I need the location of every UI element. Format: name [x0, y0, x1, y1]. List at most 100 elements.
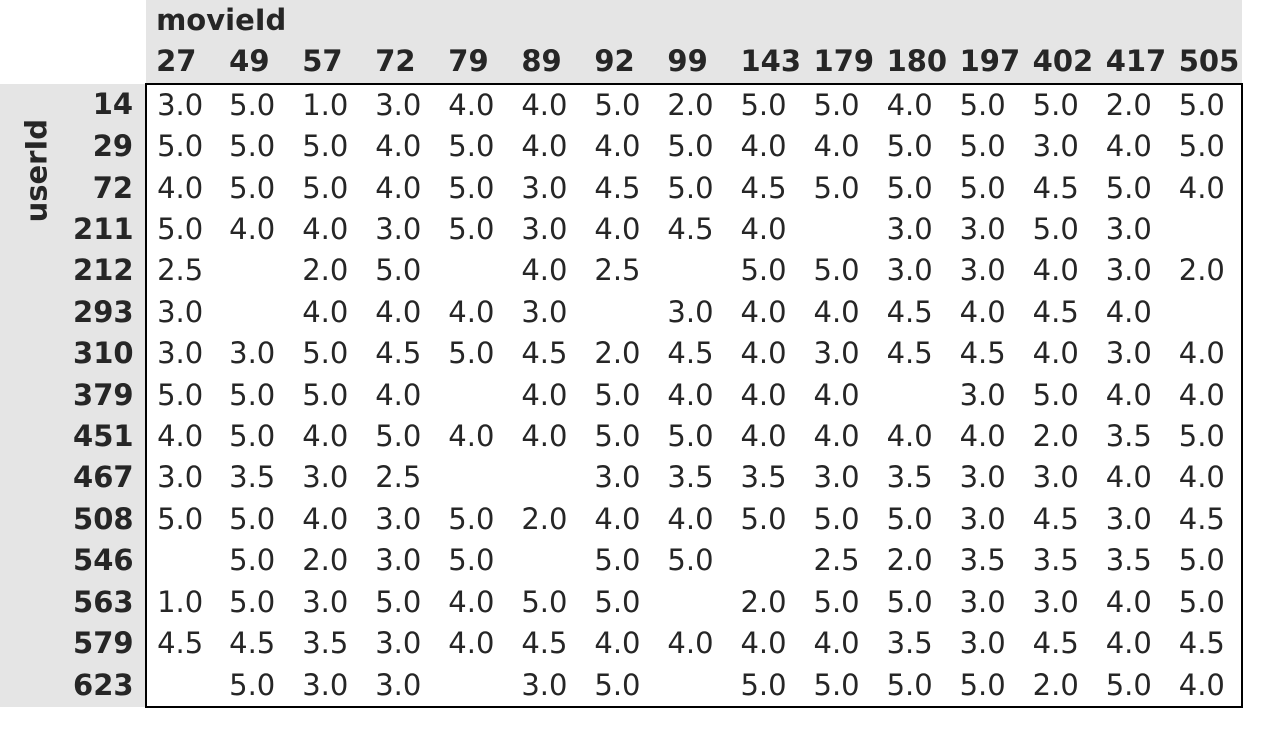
row-header[interactable]: 211 — [73, 209, 147, 251]
table-cell: 5.0 — [876, 126, 950, 168]
table-cell: 5.0 — [584, 374, 658, 417]
table-cell: 2.0 — [876, 540, 950, 582]
table-cell: 4.0 — [1095, 291, 1169, 334]
table-cell: 4.0 — [438, 82, 512, 127]
table-cell: 4.5 — [511, 333, 585, 375]
column-header[interactable]: 197 — [949, 41, 1023, 84]
table-cell: 4.5 — [145, 623, 220, 665]
table-cell: 3.0 — [584, 457, 658, 499]
table-cell — [657, 581, 731, 624]
table-cell: 3.0 — [1022, 126, 1096, 168]
row-header[interactable]: 579 — [73, 623, 147, 665]
column-header[interactable]: 72 — [365, 41, 439, 84]
column-header[interactable]: 79 — [438, 41, 512, 84]
table-cell: 2.0 — [730, 581, 804, 624]
column-header[interactable]: 179 — [803, 41, 877, 84]
table-cell: 5.0 — [219, 540, 293, 582]
table-cell: 3.0 — [876, 250, 950, 292]
table-row: 212 2.5 2.0 5.0 4.0 2.5 5.0 5.0 3.0 3.0 4.0 3.0 2.0 — [0, 250, 1244, 292]
column-header[interactable]: 402 — [1022, 41, 1096, 84]
table-cell: 5.0 — [803, 250, 877, 292]
table-cell: 4.0 — [292, 291, 366, 334]
table-cell: 2.0 — [292, 540, 366, 582]
table-cell: 5.0 — [876, 664, 950, 708]
column-header[interactable]: 180 — [876, 41, 950, 84]
table-cell: 4.0 — [1095, 374, 1169, 417]
column-header[interactable]: 57 — [292, 41, 366, 84]
table-cell: 4.0 — [1168, 167, 1244, 210]
table-cell: 5.0 — [292, 167, 366, 210]
corner-blank-cell — [0, 0, 74, 42]
table-cell: 4.5 — [584, 167, 658, 210]
row-header[interactable]: 29 — [73, 126, 147, 168]
table-cell: 5.0 — [730, 664, 804, 708]
table-cell: 4.0 — [657, 374, 731, 417]
table-row: 508 5.0 5.0 4.0 3.0 5.0 2.0 4.0 4.0 5.0 5.0 5.0 3.0 4… — [0, 498, 1244, 541]
table-cell: 3.0 — [511, 209, 585, 251]
table-cell: 4.0 — [876, 82, 950, 127]
row-header[interactable]: 546 — [73, 540, 147, 582]
table-cell: 5.0 — [584, 82, 658, 127]
table-cell: 5.0 — [949, 664, 1023, 708]
table-cell: 4.0 — [438, 291, 512, 334]
table-cell: 4.0 — [1168, 333, 1244, 375]
table-cell: 5.0 — [730, 82, 804, 127]
row-header[interactable]: 293 — [73, 291, 147, 334]
table-cell: 4.5 — [1022, 167, 1096, 210]
table-cell: 1.0 — [292, 82, 366, 127]
table-cell: 4.0 — [292, 498, 366, 541]
table-cell: 4.0 — [730, 374, 804, 417]
row-header[interactable]: 310 — [73, 333, 147, 375]
row-header[interactable]: 72 — [73, 167, 147, 210]
row-header[interactable]: 451 — [73, 416, 147, 458]
table-cell: 2.0 — [1168, 250, 1244, 292]
table-cell: 5.0 — [584, 416, 658, 458]
table-cell: 5.0 — [219, 374, 293, 417]
table-cell: 5.0 — [1022, 374, 1096, 417]
row-header[interactable]: 14 — [73, 83, 147, 127]
table-row: 310 3.0 3.0 5.0 4.5 5.0 4.5 2.0 4.5 4.0 3.0 4.5 4.5 4… — [0, 333, 1244, 375]
table-cell: 3.0 — [949, 374, 1023, 417]
table-cell: 5.0 — [145, 126, 220, 168]
table-cell: 5.0 — [145, 498, 220, 541]
column-header[interactable]: 49 — [219, 41, 293, 84]
table-cell: 5.0 — [803, 664, 877, 708]
row-header[interactable]: 212 — [73, 250, 147, 292]
column-header[interactable]: 89 — [511, 41, 585, 84]
table-cell — [584, 291, 658, 334]
row-header[interactable]: 379 — [73, 374, 147, 417]
column-axis-name-row: movieId — [0, 0, 1242, 42]
row-header[interactable]: 508 — [73, 498, 147, 541]
table-cell: 4.0 — [365, 167, 439, 210]
table-cell — [438, 457, 512, 499]
table-cell: 4.5 — [1022, 498, 1096, 541]
column-header[interactable]: 92 — [584, 41, 658, 84]
table-row: 623 5.0 3.0 3.0 3.0 5.0 5.0 5.0 5.0 5.0 2.0 5.0 4.0 — [0, 664, 1244, 708]
table-cell: 3.5 — [1095, 540, 1169, 582]
table-cell: 3.0 — [292, 457, 366, 499]
table-cell: 3.0 — [1095, 209, 1169, 251]
row-header[interactable]: 467 — [73, 457, 147, 499]
table-cell: 4.5 — [511, 623, 585, 665]
table-cell: 3.5 — [730, 457, 804, 499]
table-cell: 4.0 — [657, 498, 731, 541]
table-cell: 4.0 — [584, 209, 658, 251]
column-header[interactable]: 99 — [657, 41, 731, 84]
column-header[interactable]: 27 — [146, 41, 220, 84]
table-cell: 2.0 — [657, 82, 731, 127]
column-header[interactable]: 143 — [730, 41, 804, 84]
column-header[interactable]: 505 — [1168, 41, 1242, 84]
table-cell: 3.0 — [949, 623, 1023, 665]
table-cell: 2.0 — [1022, 416, 1096, 458]
table-cell: 5.0 — [219, 581, 293, 624]
table-cell: 5.0 — [292, 333, 366, 375]
column-header[interactable]: 417 — [1095, 41, 1169, 84]
table-cell — [803, 209, 877, 251]
table-cell: 5.0 — [1168, 416, 1244, 458]
table-cell: 4.5 — [219, 623, 293, 665]
table-cell: 5.0 — [803, 167, 877, 210]
table-cell: 4.0 — [1095, 623, 1169, 665]
row-header[interactable]: 623 — [73, 664, 147, 707]
row-header[interactable]: 563 — [73, 581, 147, 624]
